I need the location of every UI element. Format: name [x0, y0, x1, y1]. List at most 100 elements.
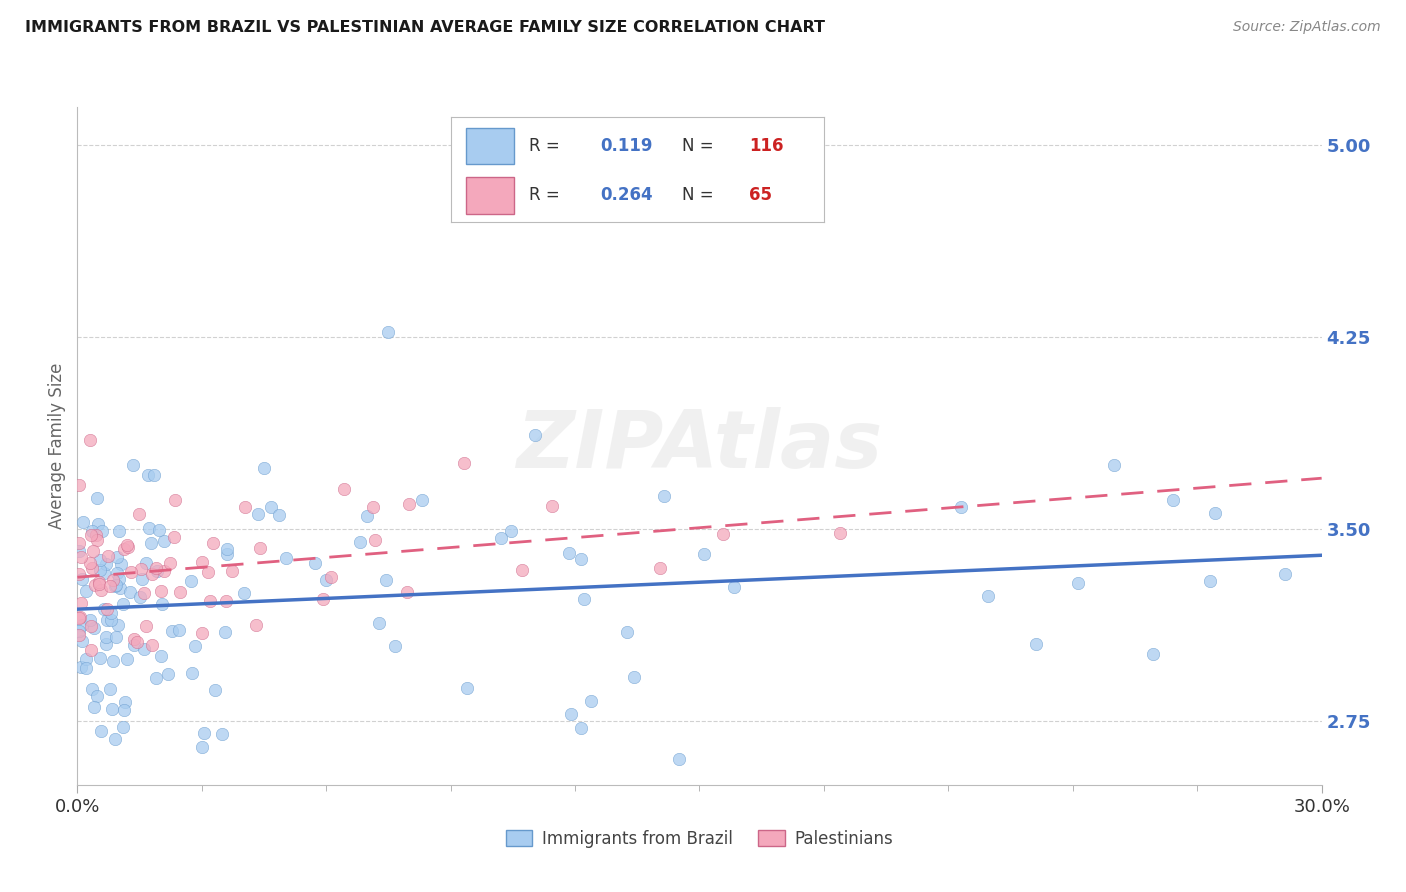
Point [96, 602, 118, 616]
Point [96, 613, 118, 627]
Point [76, 661, 98, 675]
Point [104, 630, 127, 644]
Point [215, 547, 238, 561]
Point [70, 597, 93, 611]
Point [120, 566, 142, 580]
Point [150, 649, 173, 664]
Point [312, 592, 335, 607]
Point [146, 564, 169, 578]
Point [90, 583, 112, 598]
Point [572, 591, 595, 606]
Point [110, 558, 132, 572]
Point [86, 533, 108, 547]
Point [129, 562, 152, 576]
Text: ZIPAtlas: ZIPAtlas [516, 407, 883, 485]
Point [233, 500, 256, 514]
Point [396, 584, 419, 599]
Point [112, 720, 135, 734]
Point [1142, 647, 1164, 661]
Point [141, 567, 163, 582]
Point [89, 552, 111, 566]
Point [80, 561, 103, 575]
Point [67, 628, 90, 642]
Point [616, 625, 638, 640]
Point [72, 618, 94, 632]
Point [453, 456, 475, 470]
Text: IMMIGRANTS FROM BRAZIL VS PALESTINIAN AVERAGE FAMILY SIZE CORRELATION CHART: IMMIGRANTS FROM BRAZIL VS PALESTINIAN AV… [25, 20, 825, 35]
Point [107, 524, 129, 538]
Point [125, 635, 148, 649]
Point [82, 681, 104, 696]
Point [245, 618, 267, 632]
Point [221, 564, 243, 578]
Point [190, 625, 212, 640]
Point [86, 689, 108, 703]
Point [558, 546, 581, 560]
Point [1204, 506, 1226, 520]
Point [86, 491, 108, 505]
Point [167, 623, 190, 637]
Point [97, 549, 120, 563]
Point [1274, 566, 1296, 581]
Point [114, 695, 136, 709]
Point [112, 703, 135, 717]
Point [94, 557, 117, 571]
Point [274, 551, 297, 566]
Point [304, 556, 326, 570]
Point [112, 598, 135, 612]
Point [83, 621, 105, 635]
Point [253, 461, 276, 475]
Point [87, 517, 110, 532]
Point [98, 579, 121, 593]
Point [69, 550, 91, 565]
Point [112, 541, 135, 556]
Point [90, 724, 112, 739]
Point [124, 638, 146, 652]
Point [152, 534, 174, 549]
Point [128, 507, 150, 521]
Point [1199, 574, 1222, 589]
Point [652, 489, 675, 503]
Point [368, 615, 391, 630]
Point [361, 500, 384, 514]
Point [315, 574, 337, 588]
Point [122, 458, 145, 473]
Point [138, 521, 160, 535]
Point [560, 706, 582, 721]
Point [143, 467, 166, 482]
Point [197, 565, 219, 579]
Point [67, 536, 90, 550]
Point [115, 652, 138, 666]
Point [80, 527, 103, 541]
Point [135, 619, 157, 633]
Point [69, 610, 91, 624]
Point [180, 574, 202, 589]
Point [153, 564, 176, 578]
Point [79, 613, 101, 627]
Point [1161, 493, 1184, 508]
Point [163, 530, 186, 544]
Point [1066, 576, 1088, 591]
Point [150, 597, 173, 611]
Point [67, 566, 90, 581]
Point [70, 572, 93, 586]
Y-axis label: Average Family Size: Average Family Size [48, 363, 66, 529]
Point [650, 561, 672, 575]
Point [105, 550, 128, 565]
Point [75, 584, 97, 599]
Point [149, 584, 172, 599]
Point [693, 547, 716, 561]
Point [411, 492, 433, 507]
Point [131, 572, 153, 586]
Point [87, 574, 110, 589]
Point [86, 528, 108, 542]
Point [89, 651, 111, 665]
Point [249, 541, 271, 556]
Point [830, 526, 852, 541]
Point [93, 602, 115, 616]
Point [90, 524, 112, 538]
Point [67, 624, 90, 639]
Point [79, 556, 101, 570]
Point [145, 561, 167, 575]
Point [105, 578, 128, 592]
